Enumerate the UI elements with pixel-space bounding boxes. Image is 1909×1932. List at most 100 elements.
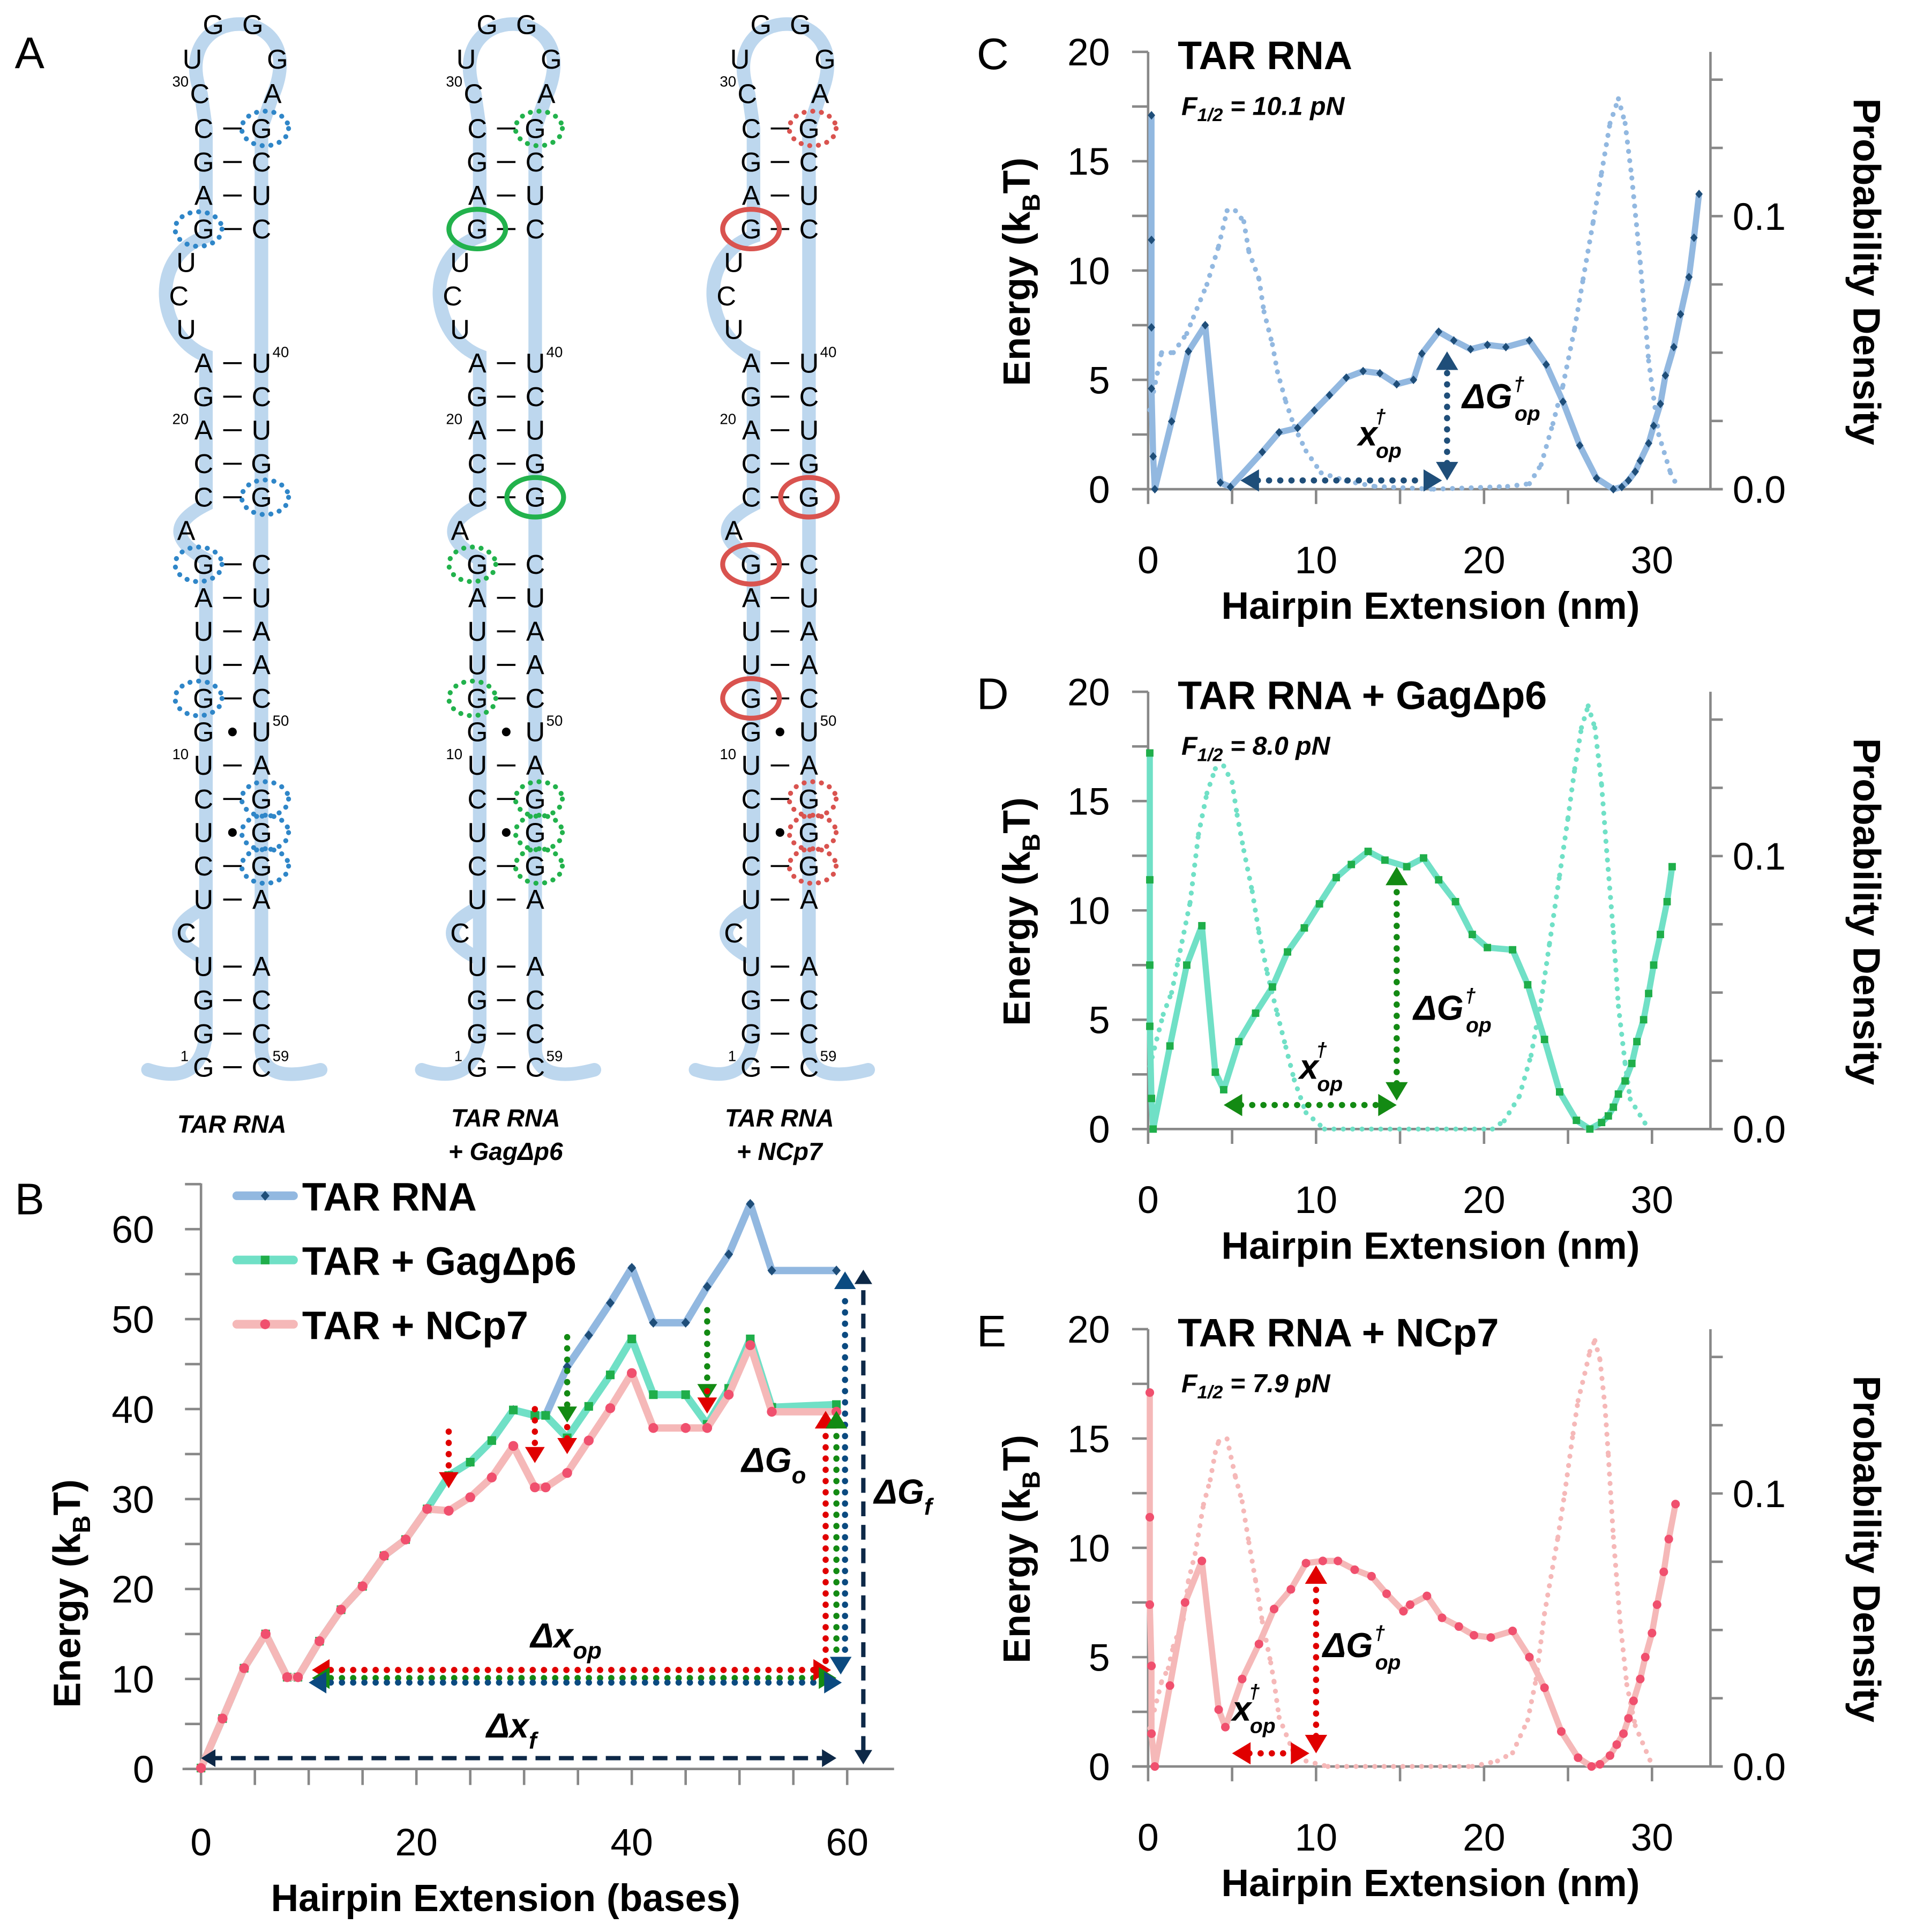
arrowhead: [525, 1447, 545, 1463]
density-segment: [1233, 1474, 1245, 1504]
nucleotide-number: 59: [273, 1047, 289, 1064]
bulge-nucleotide: C: [176, 918, 196, 948]
density-segment: [1221, 763, 1235, 785]
nucleotide: A: [800, 616, 818, 647]
legend-swatch-marker: [260, 1319, 271, 1329]
bulge-nucleotide: A: [725, 515, 743, 546]
data-point: [541, 1411, 550, 1420]
arrowhead: [829, 1657, 852, 1675]
x-axis-label: Hairpin Extension (nm): [1221, 585, 1640, 627]
reactivity-mark-dotted: [173, 544, 224, 585]
data-point: [767, 1265, 776, 1276]
nucleotide: A: [800, 750, 818, 781]
protection-mark-solid: [720, 676, 782, 721]
nucleotide: G: [740, 549, 761, 580]
nucleotide: G: [798, 448, 819, 479]
data-point: [1633, 1038, 1641, 1046]
y-tick-label: 20: [1067, 1308, 1110, 1351]
nucleotide: A: [194, 582, 213, 613]
x-tick-label: 20: [1463, 1816, 1505, 1859]
probability-density-series: [1147, 96, 1682, 492]
nucleotide: U: [799, 180, 819, 211]
data-point: [1268, 983, 1276, 991]
xop-label-dagger: †: [1375, 406, 1386, 428]
bulge-nucleotide: U: [450, 248, 470, 278]
data-point: [1284, 948, 1291, 956]
data-point: [1619, 1729, 1628, 1738]
x-tick-label: 20: [1463, 1179, 1505, 1222]
nucleotide: A: [252, 750, 271, 781]
xop-label-sub: op: [1317, 1073, 1343, 1096]
y-tick-label: 15: [1067, 1418, 1110, 1461]
data-point: [530, 1482, 540, 1493]
panel-title: TAR RNA + NCp7: [1178, 1311, 1499, 1355]
density-segment: [1570, 1398, 1581, 1436]
y-tick-label: 5: [1089, 999, 1110, 1042]
data-point: [379, 1551, 390, 1561]
density-segment: [1303, 1110, 1327, 1132]
reactivity-mark-dotted: [446, 678, 498, 718]
data-point: [1556, 1727, 1566, 1736]
delta-gf-label-main: ΔG: [872, 1472, 924, 1511]
nucleotide: G: [193, 683, 214, 714]
y-axis-label-sub: B: [68, 1515, 95, 1533]
data-point: [1254, 1639, 1263, 1649]
force-symbol: F: [1181, 1369, 1198, 1398]
bulge-nucleotide: U: [176, 248, 196, 278]
delta-gf-label-sub: f: [924, 1494, 934, 1520]
arrowhead-down: [1305, 1734, 1328, 1754]
data-point: [260, 1629, 271, 1639]
nucleotide: U: [193, 884, 213, 915]
density-segment: [1264, 971, 1280, 1017]
nucleotide: U: [741, 649, 761, 680]
nucleotide-number: 40: [820, 343, 837, 360]
data-point: [1598, 1119, 1606, 1127]
density-segment: [1256, 276, 1267, 314]
data-point: [1423, 1591, 1432, 1600]
density-segment: [1241, 219, 1252, 254]
nucleotide: G: [203, 10, 223, 40]
nucleotide: C: [738, 79, 758, 109]
density-segment: [1618, 1619, 1629, 1687]
arrowhead: [201, 1749, 216, 1768]
density-segment: [1592, 725, 1604, 788]
data-point: [1334, 1556, 1343, 1566]
data-point: [1621, 1077, 1629, 1085]
data-point: [1148, 235, 1156, 244]
y-axis-label-main: Energy (k: [995, 851, 1038, 1026]
nucleotide: G: [740, 985, 761, 1015]
xop-label: x† op: [1298, 1039, 1343, 1096]
reactivity-mark-dotted: [239, 812, 291, 852]
data-point: [1286, 1585, 1296, 1594]
xop-label: x† op: [1357, 406, 1402, 463]
nucleotide: A: [526, 884, 544, 915]
panel-label-d: D: [977, 669, 1009, 718]
nucleotide: C: [526, 683, 545, 714]
data-point: [1661, 371, 1670, 380]
data-point: [1167, 417, 1176, 426]
bulge-nucleotide: C: [169, 281, 189, 311]
nucleotide: C: [252, 985, 272, 1015]
data-point: [605, 1371, 615, 1380]
arrowhead-down: [1386, 1082, 1408, 1101]
delta-xop-label-main: Δx: [529, 1616, 574, 1655]
nucleotide: C: [464, 79, 484, 109]
data-point: [1559, 397, 1567, 406]
nucleotide: C: [252, 1019, 272, 1049]
protection-mark-solid: [446, 207, 508, 252]
data-point: [1376, 369, 1384, 378]
data-point: [1149, 452, 1157, 461]
reactivity-mark-dotted: [787, 812, 839, 852]
nucleotide-number: 50: [547, 713, 563, 729]
force-subscript: 1/2: [1197, 1382, 1223, 1403]
nucleotide: C: [526, 147, 545, 177]
rna-backbone: [688, 17, 875, 1081]
nucleotide: G: [193, 147, 214, 177]
density-segment: [1555, 1491, 1567, 1540]
nucleotide-number: 30: [720, 73, 736, 89]
density-segment: [1246, 1540, 1259, 1584]
data-point: [1381, 856, 1389, 864]
data-point: [1664, 1534, 1673, 1544]
data-point: [1604, 1112, 1612, 1120]
